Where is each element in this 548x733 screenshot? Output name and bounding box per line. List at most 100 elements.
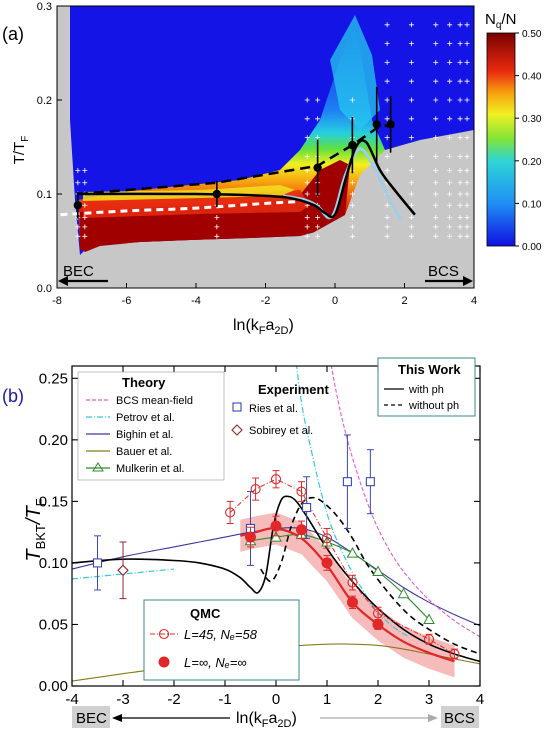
qmc-finite-marker [225,500,236,525]
sample-cross [447,224,453,230]
sample-cross [82,202,88,208]
sample-cross [464,215,470,220]
bec-label-box [72,706,110,728]
y-tick-label: 0.20 [39,432,68,449]
y-tick-label: 0.0 [37,283,52,295]
sample-cross [464,233,470,239]
sample-cross [433,22,439,28]
sample-cross [384,168,390,173]
panel-a-label: (a) [2,24,24,44]
bcs-label-b: BCS [444,710,475,727]
legend-experiment-title: Experiment [258,382,329,397]
sample-cross [457,59,463,65]
qmc-finite-marker [321,527,333,549]
panel-b-line-chart: (b) -4 -3 -2 -1 0 1 2 3 4 0.000.050.100.150.200.… [2,357,484,730]
qmc-infinite-marker [245,526,256,548]
sample-cross [75,224,81,230]
x-tick-label: 3 [425,691,433,708]
sample-cross [408,224,414,230]
sample-cross [384,215,390,220]
sample-cross [82,215,88,220]
sample-cross [304,224,310,230]
y-tick-label: 0.2 [37,95,52,107]
panel-a-x-ticks: -8 -6 -4 -2 0 2 4 [52,283,477,307]
sample-cross [82,233,88,239]
sample-cross [349,224,355,230]
sample-cross [304,153,310,159]
legend-this-work: This Work with ph without ph [377,357,476,417]
petrov-bec-curve [72,568,175,580]
sample-cross [75,233,81,239]
sample-cross [304,116,310,122]
y-tick-label: 0.05 [39,616,68,633]
sample-cross [384,135,390,141]
x-tick-label: 0 [272,691,280,708]
sample-cross [304,135,310,141]
sample-cross [433,233,439,239]
legend-this-work-title: This Work [398,362,461,377]
y-tick-label: 0.3 [37,1,52,13]
sample-cross [464,168,470,173]
panel-a-y-ticks: 0.0 0.1 0.2 0.3 [37,1,62,295]
without-ph-curve [77,123,391,196]
colorbar-tick-label: 0.50 [522,29,542,40]
x-tick-label: 4 [471,295,477,307]
sample-cross [433,97,439,103]
sample-cross [408,22,414,28]
svg-text:L=45, Nₑ=58: L=45, Nₑ=58 [184,627,258,642]
ries-marker [365,449,375,515]
ries-marker [92,535,103,591]
y-tick-label: 0.15 [39,493,68,510]
mulkerin-marker [346,547,359,558]
sample-cross [75,168,81,173]
sample-cross [408,180,414,186]
sample-cross [457,180,463,186]
x-tick-label: -4 [65,691,78,708]
legend-qmc-title: QMC [190,606,221,621]
legend-item-with-ph: with ph [384,384,444,396]
sample-cross [447,180,453,186]
x-tick-label: 1 [323,691,331,708]
sample-cross [349,202,355,208]
sample-cross [464,116,470,122]
legend-item-without-ph: without ph [384,400,459,412]
sample-cross [433,191,439,197]
sample-cross [464,22,470,28]
legend-item-qmc-finite: L=45, Nₑ=58 [150,627,258,642]
sample-cross [304,97,310,103]
sample-cross [214,224,220,230]
legend-qmc: QMC L=45, Nₑ=58 L=∞, Nₑ=∞ [143,599,300,681]
white-dashed-curve [60,200,301,217]
sample-cross [457,202,463,208]
sample-cross [349,215,355,220]
sample-cross [464,97,470,103]
sample-cross [464,153,470,159]
x-tick-label: 2 [401,295,407,307]
sample-cross [457,22,463,28]
sample-cross [82,168,88,173]
legend-theory: Theory BCS mean-field Petrov et al. Bigh… [77,371,225,481]
sample-cross [408,191,414,197]
qmc-infinite-marker [321,555,333,571]
sample-cross [464,191,470,197]
colorbar-gradient [486,32,516,247]
panel-a-y-label: T/TF [11,136,31,165]
sample-cross [384,97,390,103]
qmc-finite-marker [296,481,307,502]
sample-cross [433,116,439,122]
tbkt-point [348,116,357,174]
legend-item-qmc-infinite: L=∞, Nₑ=∞ [158,655,247,670]
heatmap-red-band [83,190,310,218]
qmc-infinite-marker [347,595,358,609]
sample-cross [447,215,453,220]
bcs-label-box [441,706,479,728]
sample-cross [408,233,414,239]
qmc-finite-marker [347,574,358,591]
colorbar-tick-label: 0.00 [522,242,542,253]
svg-text:with ph: with ph [408,384,444,396]
mulkerin-marker [423,613,435,625]
without-ph-curve [260,496,480,655]
qmc-infinite-marker [372,618,384,630]
sample-cross [304,233,310,239]
